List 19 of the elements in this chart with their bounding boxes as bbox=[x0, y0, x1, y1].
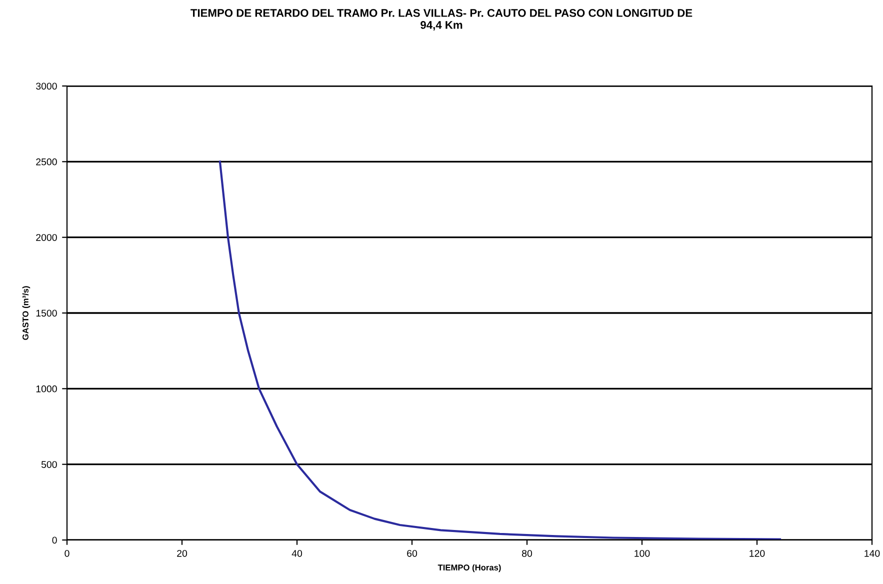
y-tick-label: 1500 bbox=[36, 310, 57, 317]
y-tick-label: 2500 bbox=[36, 158, 57, 166]
y-tick-label: 1000 bbox=[36, 385, 57, 392]
line-series bbox=[218, 160, 782, 540]
chart-title: TIEMPO DE RETARDO DEL TRAMO Pr. LAS VILLAS- Pr. CAUTO DEL PASO CON LONGITUD DE 94,4 Km bbox=[190, 9, 692, 30]
x-tick-label: 80 bbox=[522, 550, 532, 557]
x-tick-label: 120 bbox=[750, 550, 765, 557]
y-tick-label: 3000 bbox=[36, 82, 57, 90]
x-tick-label: 100 bbox=[634, 550, 650, 557]
x-axis-title: TIEMPO (Horas) bbox=[438, 564, 501, 572]
y-tick-label: 2000 bbox=[36, 234, 57, 241]
y-tick-label: 500 bbox=[41, 461, 57, 468]
y-tick-label: 0 bbox=[52, 536, 57, 544]
x-tick-label: 140 bbox=[864, 550, 880, 557]
x-tick-label: 60 bbox=[407, 550, 418, 557]
x-tick-label: 20 bbox=[177, 550, 188, 557]
y-axis-title: GASTO (m³/s) bbox=[22, 286, 30, 340]
x-tick-label: 0 bbox=[64, 550, 70, 557]
x-tick-label: 40 bbox=[292, 550, 302, 557]
